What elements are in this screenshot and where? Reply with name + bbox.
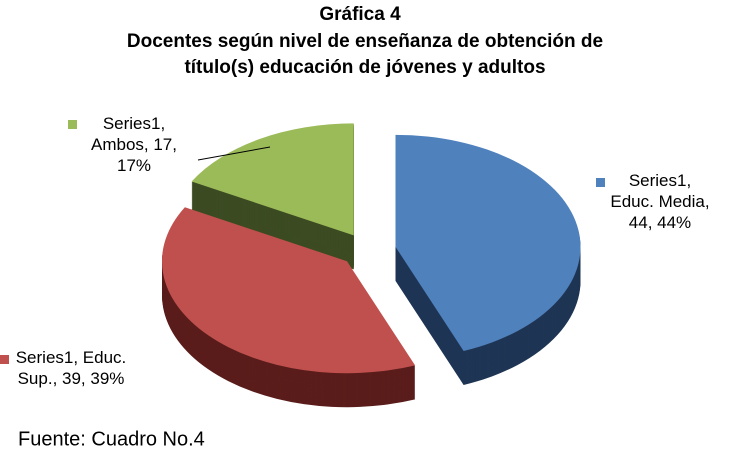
slice	[161, 207, 416, 374]
chart-title: Gráfica 4	[319, 4, 401, 25]
chart-subtitle: Docentes según nivel de enseñanza de obt…	[126, 31, 604, 78]
source: Fuente: Cuadro No.4	[18, 428, 205, 450]
data-label-box: Series1, Educ. Sup., 39, 39%	[15, 348, 127, 388]
leader-line	[197, 146, 271, 161]
data-label: Series1, Ambos, 17, 17%	[91, 114, 177, 175]
label-key	[596, 178, 605, 187]
title-box: Gráfica 4	[319, 4, 401, 25]
data-label: Series1, Educ. Sup., 39, 39%	[15, 348, 127, 388]
label-key	[68, 120, 77, 129]
data-label: Series1, Educ. Media, 44, 44%	[610, 171, 710, 232]
slice	[191, 123, 354, 236]
data-label-box: Series1, Educ. Media, 44, 44%	[610, 171, 710, 232]
slice	[395, 134, 581, 351]
data-label-box: Series1, Ambos, 17, 17%	[91, 114, 177, 175]
subtitle-box: Docentes según nivel de enseñanza de obt…	[126, 31, 604, 78]
label-key	[0, 355, 9, 364]
